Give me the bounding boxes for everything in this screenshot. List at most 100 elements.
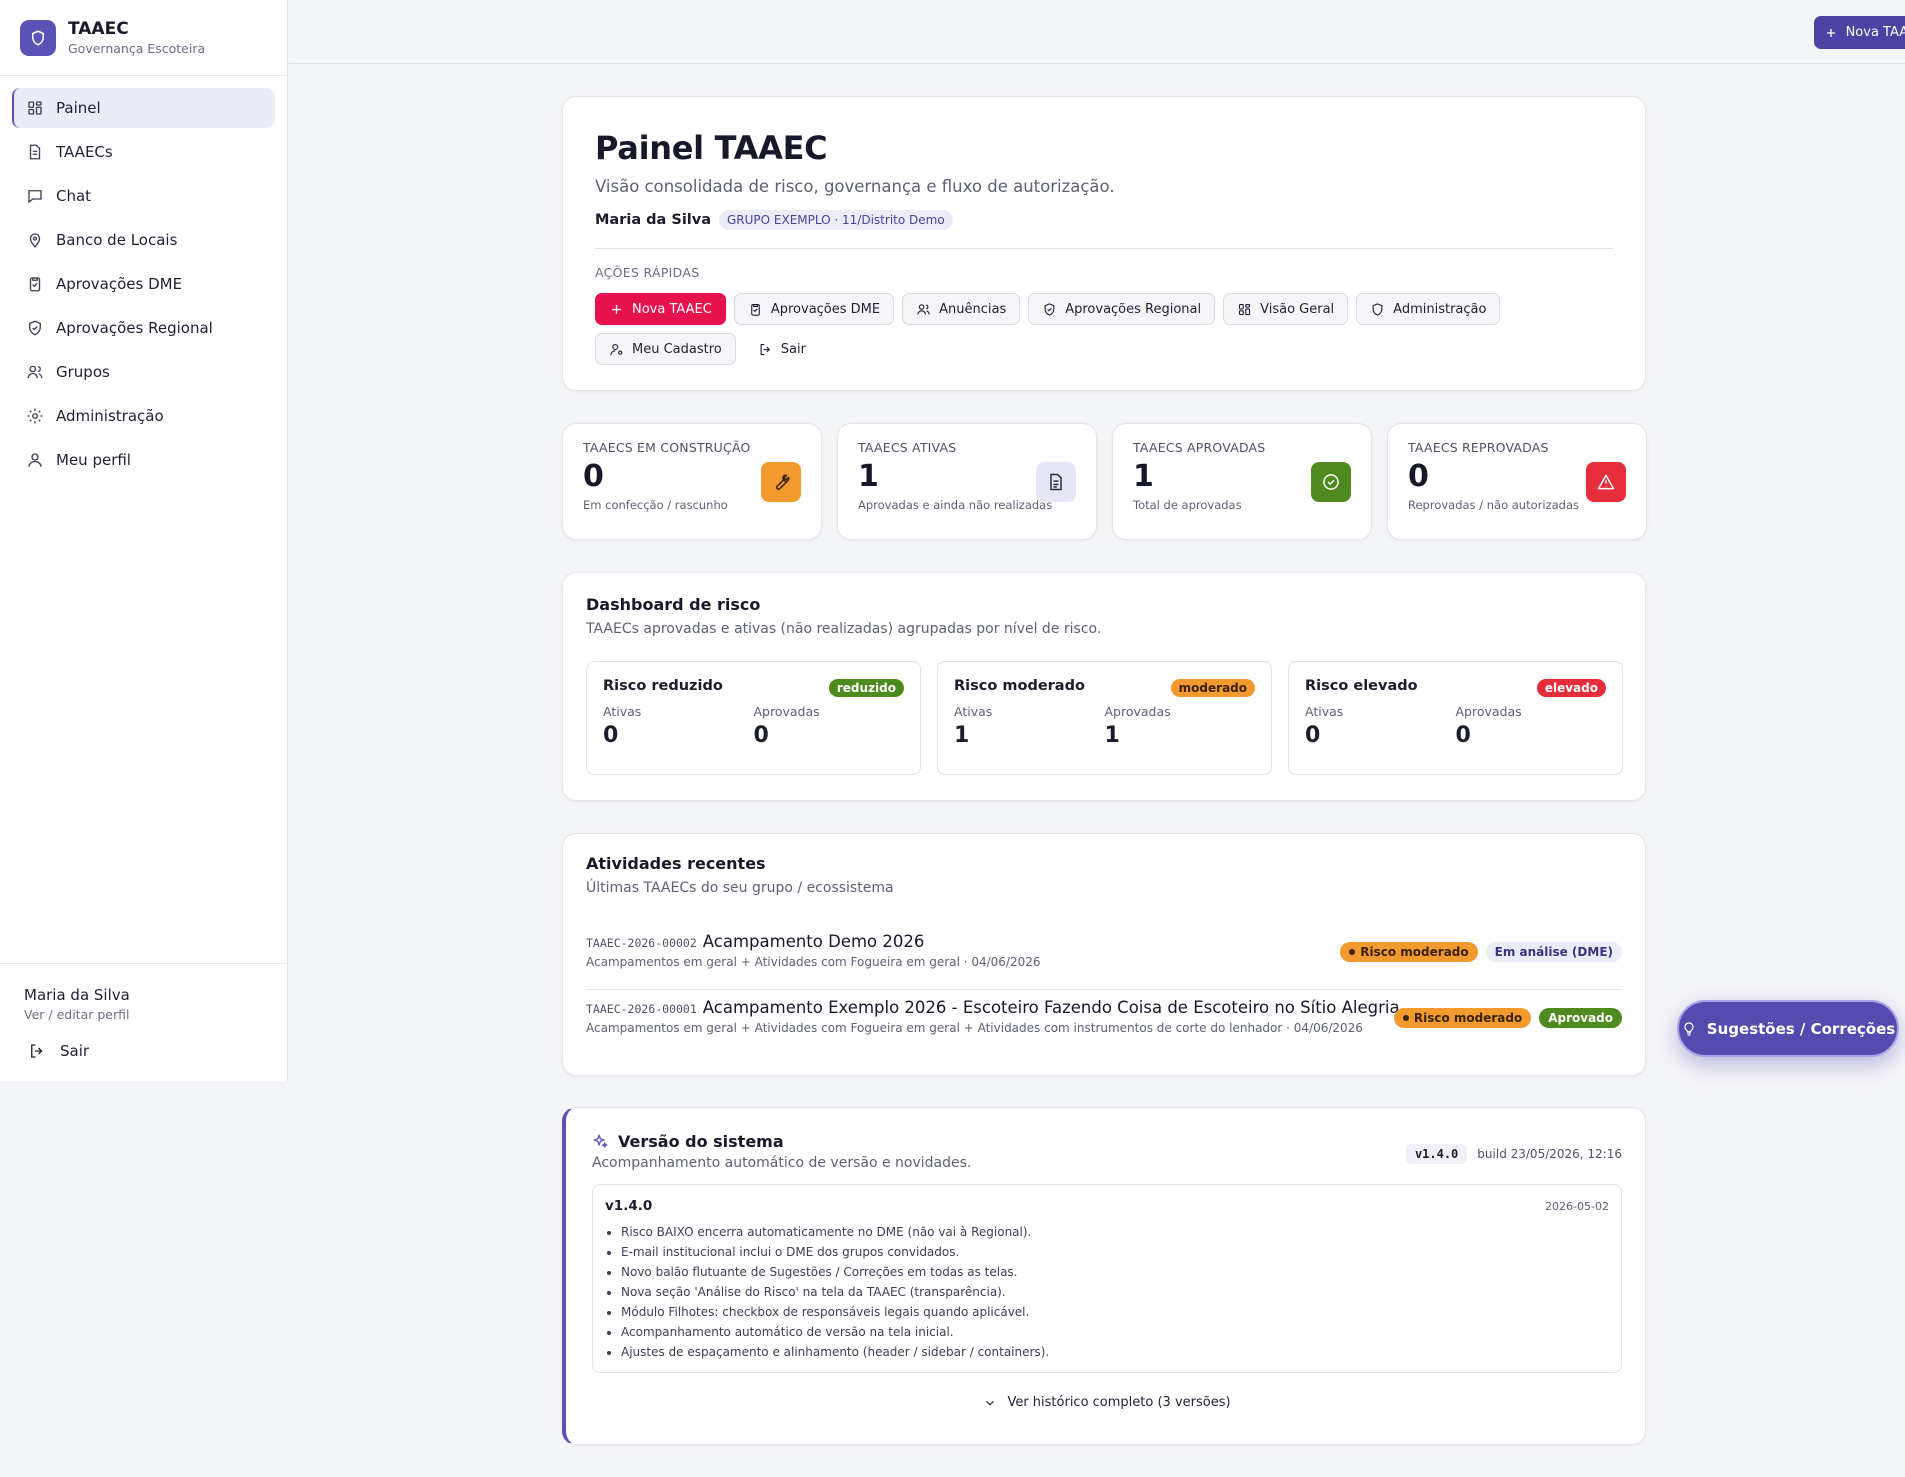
sidebar-item-label: Grupos	[56, 363, 110, 381]
view-history-button[interactable]: Ver histórico completo (3 versões)	[592, 1395, 1622, 1410]
activity-row[interactable]: TAAEC-2026-00001 Acampamento Exemplo 2026…	[586, 998, 1622, 1056]
quick-aprovacoes-regional-button[interactable]: Aprovações Regional	[1028, 293, 1216, 325]
version-title: Versão do sistema	[618, 1132, 784, 1151]
risk-name: Risco moderado	[954, 678, 1085, 694]
quick-visao-geral-button[interactable]: Visão Geral	[1223, 293, 1349, 325]
sidebar-item-grupos[interactable]: Grupos	[12, 352, 275, 392]
approved-label: Aprovadas	[753, 704, 820, 719]
activity-row[interactable]: TAAEC-2026-00002 Acampamento Demo 2026 Ac…	[586, 932, 1622, 990]
brand-title: TAAEC	[68, 19, 129, 39]
active-label: Ativas	[1305, 704, 1344, 719]
approved-value: 1	[1104, 723, 1120, 748]
risk-box-moderado[interactable]: Risco moderado moderado Ativas 1 Aprovada…	[937, 661, 1272, 775]
gear-icon	[26, 407, 44, 425]
shield-check-icon	[26, 319, 44, 337]
sidebar-item-taaecs[interactable]: TAAECs	[12, 132, 275, 172]
release-note: Nova seção 'Análise do Risco' na tela da…	[621, 1282, 1609, 1302]
stat-description: Total de aprovadas	[1133, 498, 1242, 512]
release-note: Acompanhamento automático de versão na t…	[621, 1322, 1609, 1342]
logout-icon	[758, 342, 773, 357]
activity-meta: Acampamentos em geral + Atividades com F…	[586, 1021, 1363, 1035]
page-title: Painel TAAEC	[595, 129, 828, 167]
new-taaec-button[interactable]: Nova TAAEC	[1814, 16, 1905, 49]
stat-value: 1	[858, 459, 879, 494]
quick-actions-label: AÇÕES RÁPIDAS	[595, 265, 700, 280]
sidebar-item-label: Painel	[56, 99, 101, 117]
approved-label: Aprovadas	[1455, 704, 1522, 719]
sidebar-item-aprovacoes-dme[interactable]: Aprovações DME	[12, 264, 275, 304]
sidebar-item-chat[interactable]: Chat	[12, 176, 275, 216]
activity-meta: Acampamentos em geral + Atividades com F…	[586, 955, 1041, 969]
edit-profile-link[interactable]: Ver / editar perfil	[24, 1007, 130, 1022]
divider	[595, 248, 1613, 249]
quick-meu-cadastro-button[interactable]: Meu Cadastro	[595, 333, 736, 365]
quick-action-label: Sair	[780, 341, 806, 357]
dashboard-header-card: Painel TAAEC Visão consolidada de risco,…	[562, 96, 1646, 391]
user-name: Maria da Silva	[595, 212, 711, 228]
file-icon	[26, 143, 44, 161]
quick-action-label: Meu Cadastro	[632, 341, 722, 357]
activity-code: TAAEC-2026-00001	[586, 1002, 697, 1016]
plus-icon	[609, 302, 624, 317]
quick-aprovacoes-dme-button[interactable]: Aprovações DME	[733, 293, 895, 325]
activity-title: Acampamento Demo 2026	[702, 932, 925, 951]
quick-action-label: Nova TAAEC	[632, 301, 712, 317]
sidebar-item-painel[interactable]: Painel	[12, 88, 275, 128]
active-value: 0	[1305, 723, 1321, 748]
stat-card-aprovadas[interactable]: TAAECS APROVADAS 1 Total de aprovadas	[1112, 423, 1372, 540]
release-notes-list: Risco BAIXO encerra automaticamente no D…	[605, 1222, 1609, 1362]
suggestions-label: Sugestões / Correções	[1706, 1019, 1896, 1038]
quick-sair-button[interactable]: Sair	[744, 333, 820, 365]
suggestions-fab[interactable]: Sugestões / Correções	[1677, 1000, 1899, 1057]
release-note: Risco BAIXO encerra automaticamente no D…	[621, 1222, 1609, 1242]
risk-box-elevado[interactable]: Risco elevado elevado Ativas 0 Aprovadas 0	[1288, 661, 1623, 775]
recent-subtitle: Últimas TAAECs do seu grupo / ecossistem…	[586, 880, 894, 896]
status-badge: Aprovado	[1539, 1008, 1622, 1028]
page-subtitle: Visão consolidada de risco, governança e…	[595, 177, 1115, 196]
clipboard-icon	[748, 302, 763, 317]
activity-title: Acampamento Exemplo 2026 - Escoteiro Faz…	[702, 998, 1400, 1017]
users-icon	[26, 363, 44, 381]
release-version: v1.4.0	[605, 1198, 653, 1214]
risk-tag: elevado	[1536, 679, 1606, 697]
release-notes: v1.4.0 2026-05-02 Risco BAIXO encerra au…	[592, 1184, 1622, 1373]
risk-name: Risco reduzido	[603, 678, 723, 694]
risk-box-reduzido[interactable]: Risco reduzido reduzido Ativas 0 Aprovada…	[586, 661, 921, 775]
quick-new-taaec-button[interactable]: Nova TAAEC	[595, 293, 726, 325]
chevron-down-icon	[983, 1396, 997, 1410]
new-taaec-label: Nova TAAEC	[1845, 25, 1905, 40]
stat-description: Reprovadas / não autorizadas	[1408, 498, 1579, 512]
stat-value: 0	[1408, 459, 1429, 494]
sidebar-item-meu-perfil[interactable]: Meu perfil	[12, 440, 275, 480]
quick-actions: Nova TAAEC Aprovações DME Anuências Apro…	[595, 293, 1615, 365]
risk-dashboard: Dashboard de risco TAAECs aprovadas e at…	[562, 572, 1646, 801]
release-date: 2026-05-02	[1545, 1200, 1609, 1213]
sidebar-item-label: Aprovações Regional	[56, 319, 213, 337]
version-chip: v1.4.0	[1405, 1144, 1468, 1164]
version-subtitle: Acompanhamento automático de versão e no…	[592, 1155, 972, 1171]
sidebar-item-banco-de-locais[interactable]: Banco de Locais	[12, 220, 275, 260]
view-history-label: Ver histórico completo (3 versões)	[1007, 1395, 1231, 1410]
brand[interactable]: TAAEC Governança Escoteira	[0, 0, 287, 76]
stat-label: TAAECS APROVADAS	[1133, 440, 1266, 455]
logout-button[interactable]: Sair	[24, 1042, 263, 1060]
stat-card-reprovadas[interactable]: TAAECS REPROVADAS 0 Reprovadas / não aut…	[1387, 423, 1647, 540]
stat-value: 1	[1133, 459, 1154, 494]
recent-title: Atividades recentes	[586, 854, 766, 873]
user-icon	[26, 451, 44, 469]
active-value: 0	[603, 723, 619, 748]
quick-administracao-button[interactable]: Administração	[1356, 293, 1501, 325]
quick-anuencias-button[interactable]: Anuências	[902, 293, 1021, 325]
recent-activities: Atividades recentes Últimas TAAECs do se…	[562, 833, 1646, 1076]
stat-card-em-construcao[interactable]: TAAECS EM CONSTRUÇÃO 0 Em confecção / ra…	[562, 423, 822, 540]
sidebar-item-label: TAAECs	[56, 143, 113, 161]
quick-action-label: Aprovações DME	[770, 301, 881, 317]
risk-badge: Risco moderado	[1393, 1008, 1532, 1028]
quick-action-label: Aprovações Regional	[1065, 301, 1202, 317]
stat-card-ativas[interactable]: TAAECS ATIVAS 1 Aprovadas e ainda não re…	[837, 423, 1097, 540]
sidebar-item-aprovacoes-regional[interactable]: Aprovações Regional	[12, 308, 275, 348]
shield-logo-icon	[20, 19, 56, 56]
active-value: 1	[954, 723, 970, 748]
sidebar-item-administracao[interactable]: Administração	[12, 396, 275, 436]
stat-value: 0	[583, 459, 604, 494]
